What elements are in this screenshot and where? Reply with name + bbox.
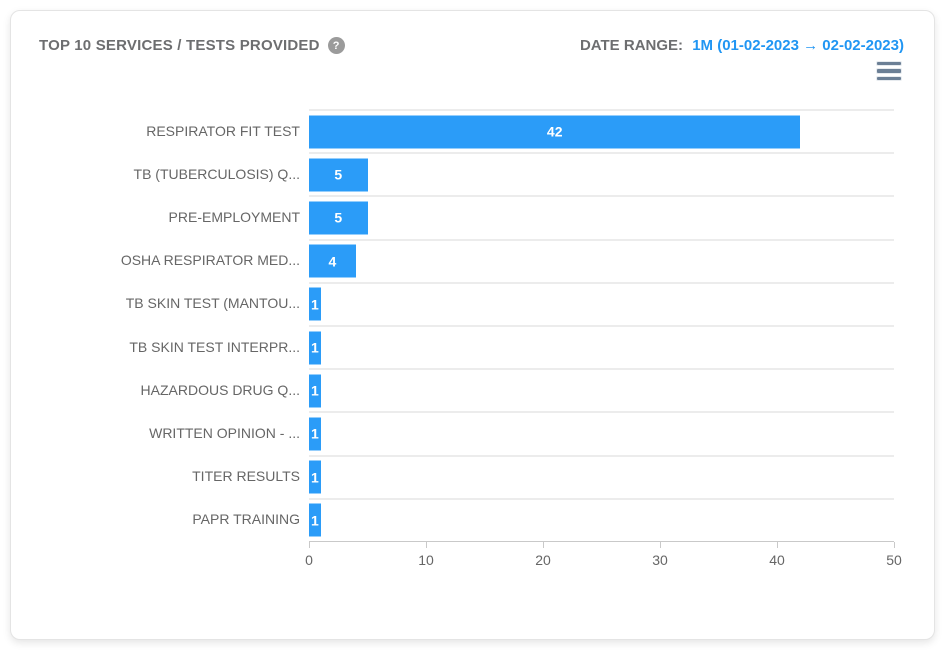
bar-track: 42	[309, 109, 894, 152]
hamburger-menu-icon[interactable]	[877, 61, 901, 81]
bar-track: 1	[309, 454, 894, 498]
bar-track: 1	[309, 324, 894, 368]
bar[interactable]: 1	[309, 417, 321, 451]
x-axis: 0 10 20 30 40 50	[305, 540, 902, 575]
category-label: TB SKIN TEST INTERPR...	[129, 338, 300, 355]
x-axis-tick	[894, 541, 895, 548]
x-axis-tick-label: 20	[535, 551, 551, 568]
x-axis-tick	[660, 541, 661, 548]
bar-track: 1	[309, 497, 894, 541]
chart-row: TB SKIN TEST INTERPR... 1	[11, 324, 934, 368]
bar[interactable]: 4	[309, 244, 356, 278]
category-label: HAZARDOUS DRUG Q...	[140, 381, 300, 398]
chart-row: HAZARDOUS DRUG Q... 1	[11, 368, 934, 411]
category-label: PRE-EMPLOYMENT	[168, 208, 300, 225]
bar-track: 4	[309, 238, 894, 282]
category-label: TB (TUBERCULOSIS) Q...	[133, 165, 300, 182]
category-label: WRITTEN OPINION - ...	[149, 424, 300, 441]
chart-header: TOP 10 SERVICES / TESTS PROVIDED ? DATE …	[39, 37, 904, 54]
date-range-value: 1M (01-02-2023 → 02-02-2023)	[692, 37, 904, 54]
x-axis-tick	[426, 541, 427, 548]
category-label: TITER RESULTS	[192, 468, 300, 485]
bar-chart: RESPIRATOR FIT TEST 42 TB (TUBERCULOSIS) Q…	[11, 109, 934, 575]
bar-track: 1	[309, 411, 894, 454]
bar-track: 1	[309, 281, 894, 325]
bar[interactable]: 1	[309, 331, 321, 365]
bar[interactable]: 1	[309, 287, 321, 321]
x-axis-tick-label: 0	[305, 551, 313, 568]
chart-rows: RESPIRATOR FIT TEST 42 TB (TUBERCULOSIS) Q…	[11, 109, 934, 541]
bar-track: 1	[309, 368, 894, 411]
bar[interactable]: 5	[309, 201, 368, 235]
chart-title: TOP 10 SERVICES / TESTS PROVIDED	[39, 37, 320, 54]
date-range: DATE RANGE: 1M (01-02-2023 → 02-02-2023)	[580, 37, 904, 54]
chart-row: WRITTEN OPINION - ... 1	[11, 411, 934, 454]
x-axis-tick	[777, 541, 778, 548]
chart-row: RESPIRATOR FIT TEST 42	[11, 109, 934, 152]
category-label: RESPIRATOR FIT TEST	[146, 122, 300, 139]
category-label: PAPR TRAINING	[192, 511, 300, 528]
help-icon[interactable]: ?	[327, 37, 345, 54]
x-axis-tick	[543, 541, 544, 548]
bar-track: 5	[309, 195, 894, 238]
bar[interactable]: 1	[309, 503, 321, 537]
chart-card: TOP 10 SERVICES / TESTS PROVIDED ? DATE …	[10, 10, 935, 640]
date-range-label: DATE RANGE:	[579, 37, 684, 54]
x-axis-tick-label: 10	[418, 551, 434, 568]
chart-row: OSHA RESPIRATOR MED... 4	[11, 238, 934, 282]
bar[interactable]: 1	[309, 460, 321, 494]
x-axis-tick	[309, 541, 310, 548]
chart-row: PRE-EMPLOYMENT 5	[11, 195, 934, 238]
category-label: TB SKIN TEST (MANTOU...	[125, 295, 300, 312]
x-axis-tick-label: 50	[886, 551, 902, 568]
x-axis-tick-label: 40	[769, 551, 785, 568]
chart-row: PAPR TRAINING 1	[11, 497, 934, 541]
bar[interactable]: 42	[309, 115, 801, 149]
chart-row: TB (TUBERCULOSIS) Q... 5	[11, 152, 934, 195]
bar[interactable]: 1	[309, 374, 321, 408]
x-axis-tick-label: 30	[652, 551, 668, 568]
bar[interactable]: 5	[309, 158, 368, 192]
chart-row: TB SKIN TEST (MANTOU... 1	[11, 281, 934, 325]
bar-track: 5	[309, 152, 894, 195]
category-label: OSHA RESPIRATOR MED...	[120, 252, 300, 269]
chart-row: TITER RESULTS 1	[11, 454, 934, 498]
